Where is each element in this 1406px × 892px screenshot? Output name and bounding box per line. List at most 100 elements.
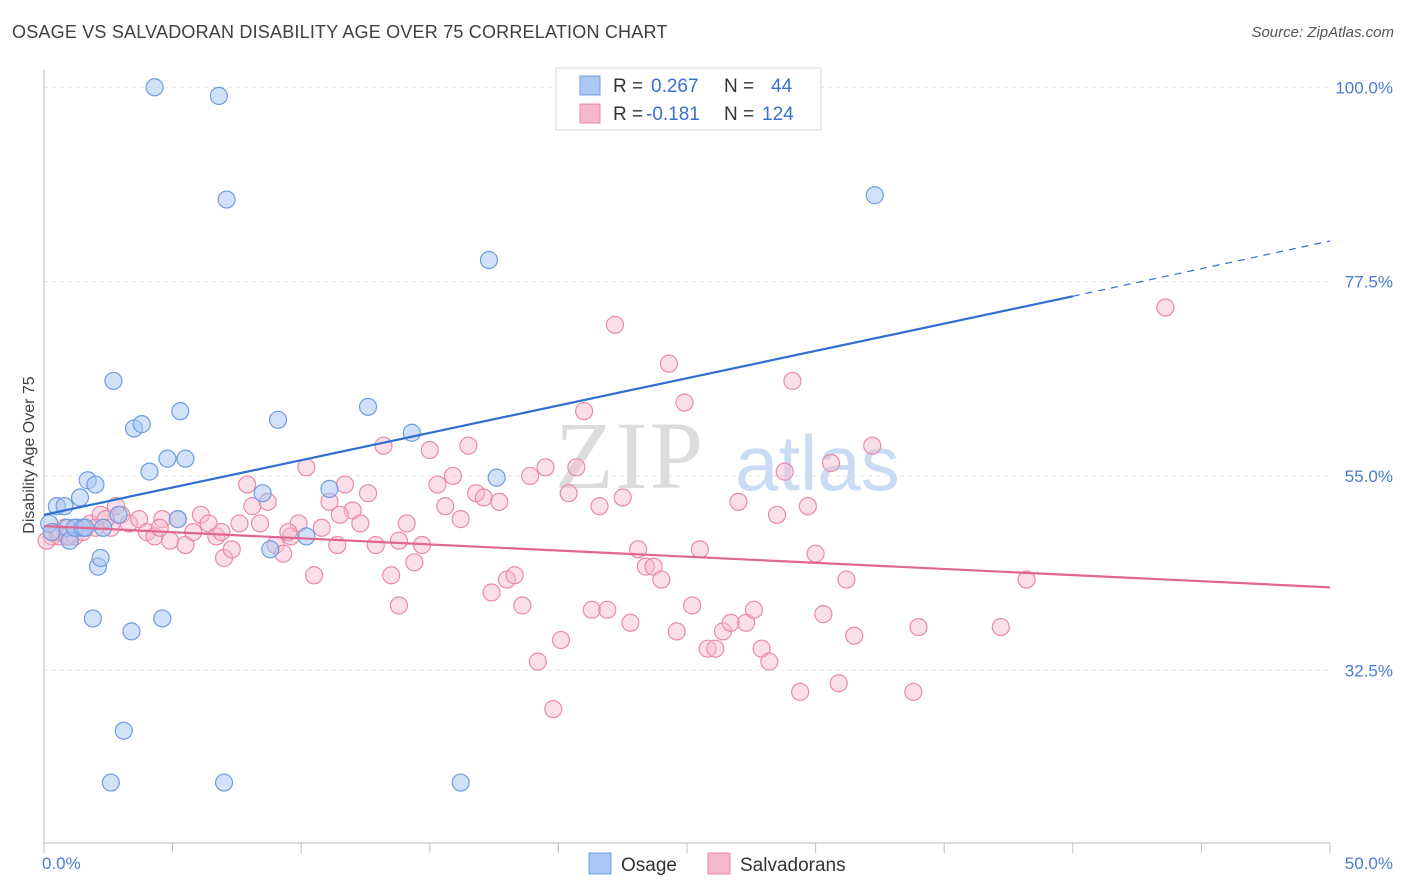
salvadorans-point	[675, 393, 694, 412]
osage-point	[101, 773, 120, 792]
osage-r-value: 0.267	[651, 76, 699, 97]
salvadorans-point	[443, 466, 463, 486]
salvadorans-point	[783, 371, 802, 391]
watermark: ZIP atlas	[555, 402, 900, 509]
salvadorans-point	[150, 518, 169, 537]
salvadorans-point	[428, 475, 447, 494]
osage-point	[171, 402, 190, 421]
salvadorans-point	[279, 522, 298, 542]
bottom-legend-salvadorans-swatch	[707, 852, 731, 875]
y-tick-label: 55.0%	[1345, 467, 1393, 486]
salvadorans-point	[744, 600, 763, 619]
salvadorans-point	[222, 540, 241, 559]
salvadorans-point	[904, 682, 923, 701]
salvadorans-point	[358, 484, 378, 503]
salvadorans-point	[729, 492, 748, 511]
salvadorans-point	[389, 531, 409, 550]
salvadorans-point	[505, 566, 524, 585]
salvadorans-point	[775, 462, 794, 481]
source-label: Source: ZipAtlas.com	[1251, 24, 1394, 41]
salvadorans-point	[420, 440, 439, 460]
salvadorans-point	[521, 466, 540, 486]
salvadorans-point	[683, 596, 702, 615]
osage-point	[168, 510, 187, 529]
salvadorans-point	[814, 605, 833, 624]
salvadorans-point	[451, 510, 470, 529]
osage-trend-line	[43, 295, 1074, 516]
salvadorans-point	[667, 622, 686, 641]
salvadorans-point	[212, 522, 231, 542]
osage-point	[176, 449, 195, 468]
osage-point	[214, 773, 234, 792]
osage-point	[122, 622, 141, 641]
y-tick-label: 77.5%	[1345, 273, 1393, 292]
salvadorans-point	[698, 639, 717, 658]
osage-point	[70, 488, 90, 507]
stats-legend: R = 0.267 N = 44 R = -0.181 N = 124	[555, 67, 822, 131]
salvadorans-swatch	[579, 103, 601, 124]
salvadorans-point	[536, 458, 555, 477]
axes	[43, 70, 1331, 853]
salvadorans-point	[613, 488, 632, 507]
salvadorans-point	[821, 453, 841, 473]
osage-point	[487, 468, 506, 487]
osage-point	[114, 721, 133, 740]
trend-lines	[43, 240, 1331, 589]
y-tick-label: 100.0%	[1335, 78, 1393, 97]
y-tick-labels: 32.5% 55.0% 77.5% 100.0%	[1335, 78, 1393, 680]
osage-point	[261, 540, 280, 559]
x-tick-label-max: 50.0%	[1345, 854, 1393, 873]
osage-point	[253, 484, 272, 503]
salvadorans-point	[544, 700, 563, 719]
salvadorans-point	[636, 557, 655, 576]
y-tick-label: 32.5%	[1345, 661, 1393, 680]
bottom-legend-osage-label: Osage	[621, 855, 677, 876]
salvadorans-point	[335, 475, 355, 494]
salvadorans-point	[991, 617, 1010, 637]
salvadorans-point	[436, 497, 455, 516]
salvadorans-point	[230, 514, 249, 533]
salvadorans-point	[798, 497, 817, 516]
salvadorans-point	[621, 613, 640, 632]
osage-point	[86, 475, 105, 494]
salvadorans-point	[366, 535, 385, 555]
salvadorans-point	[652, 570, 671, 589]
salvadorans-r-value: -0.181	[646, 104, 700, 125]
salvadorans-point	[845, 626, 864, 645]
salvadorans-point	[863, 436, 882, 455]
osage-swatch	[579, 75, 601, 96]
salvadorans-point	[559, 484, 578, 503]
salvadorans-point	[312, 518, 331, 537]
salvadorans-point	[909, 617, 928, 637]
salvadorans-point	[250, 514, 270, 533]
salvadorans-point	[405, 553, 424, 572]
salvadorans-point	[528, 652, 547, 671]
salvadorans-point	[351, 514, 370, 533]
salvadorans-point	[567, 458, 586, 477]
salvadorans-point	[767, 505, 787, 524]
salvadorans-point	[304, 566, 324, 585]
salvadorans-point	[474, 488, 493, 507]
x-tick-label-min: 0.0%	[42, 854, 81, 873]
osage-point	[104, 371, 123, 391]
salvadorans-point	[459, 436, 478, 455]
salvadorans-point	[1156, 298, 1175, 317]
y-axis-label: Disability Age Over 75	[21, 376, 38, 534]
salvadorans-point	[482, 583, 501, 602]
salvadorans-point	[605, 315, 625, 334]
salvadorans-point	[330, 505, 349, 524]
osage-point	[320, 479, 339, 498]
salvadorans-trend-line	[43, 524, 1331, 589]
osage-point	[145, 78, 164, 97]
salvadorans-point	[397, 514, 416, 533]
salvadorans-point	[389, 596, 409, 615]
bottom-legend-osage-swatch	[588, 852, 612, 875]
osage-point	[217, 190, 236, 209]
salvadorans-point	[598, 600, 617, 619]
salvadorans-point	[760, 652, 779, 671]
salvadorans-point	[721, 613, 740, 632]
salvadorans-point	[590, 497, 609, 516]
osage-r-label: R =	[613, 76, 643, 97]
osage-point	[297, 527, 316, 546]
